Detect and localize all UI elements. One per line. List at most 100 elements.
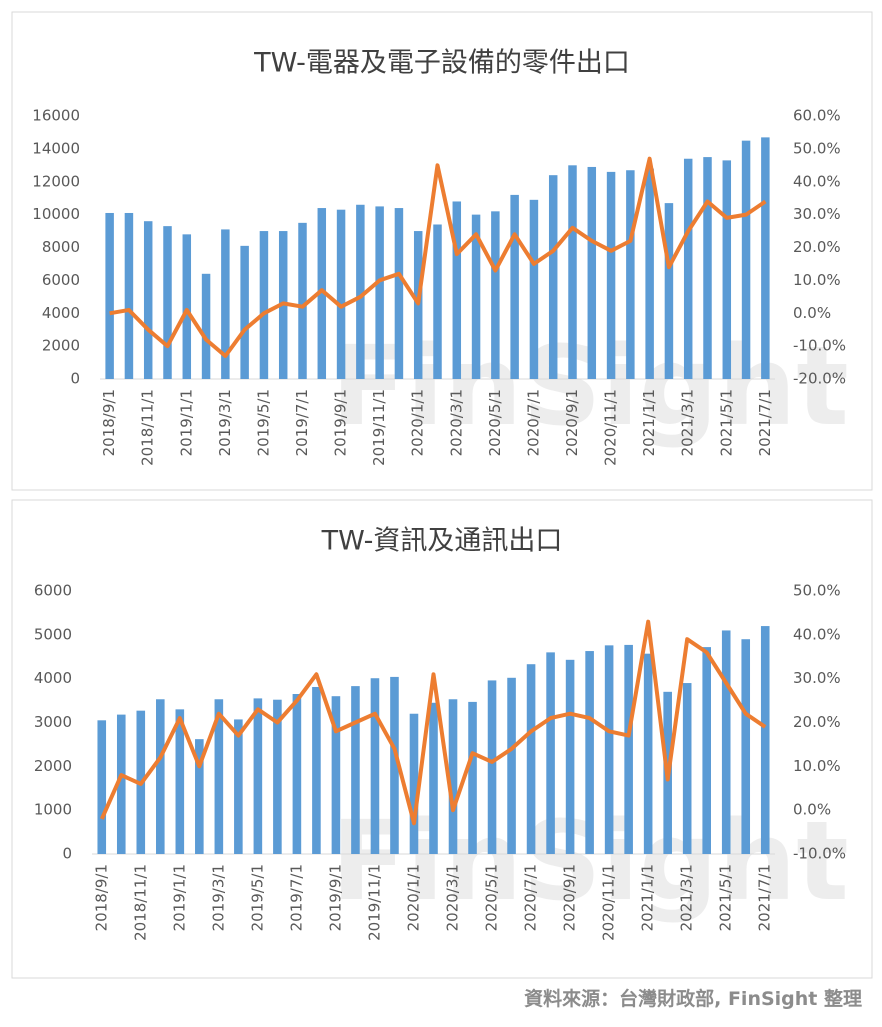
bar [143,221,153,379]
x-tick-label: 2019/5/1 [248,864,266,931]
y-tick-label: 10000 [32,205,80,223]
bar [201,273,211,379]
x-tick-label: 2020/5/1 [483,864,501,931]
y2-tick-label: 10.0% [793,757,841,775]
bar [336,209,346,379]
x-tick-label: 2020/9/1 [561,864,579,931]
y2-tick-label: 50.0% [793,139,841,157]
x-tick-label: 2018/9/1 [100,389,118,456]
bar [97,720,107,854]
bar [370,678,380,854]
bar [259,231,269,379]
x-tick-label: 2019/3/1 [209,864,227,931]
y2-tick-label: -10.0% [793,337,846,355]
line [99,619,767,826]
bar [741,140,751,379]
y2-tick-label: 30.0% [793,669,841,687]
y-tick-label: 2000 [34,757,72,775]
bar [317,208,327,379]
bar [507,677,516,854]
y-tick-label: 14000 [32,139,80,157]
y-tick-label: 2000 [42,337,80,355]
bar [214,699,224,854]
chart: FinSightTW-資訊及通訊出口0100020003000400050006… [34,526,849,941]
x-tick-label: 2020/3/1 [447,389,465,456]
x-tick-label: 2020/3/1 [444,864,462,931]
bar [568,165,577,379]
y-tick-label: 4000 [34,669,72,687]
bar [565,659,575,854]
bar [487,680,497,854]
source-note: 資料來源：台灣財政部, FinSight 整理 [524,987,862,1010]
bar [156,699,165,854]
bar [624,644,633,854]
bar [116,714,126,854]
y-tick-label: 6000 [42,271,80,289]
x-tick-label: 2020/1/1 [409,389,427,456]
x-tick-label: 2020/11/1 [600,864,618,941]
bar [390,676,399,854]
bar [606,171,616,379]
x-tick-label: 2021/5/1 [717,389,735,456]
bar [585,651,594,854]
x-tick-label: 2019/9/1 [332,389,350,456]
x-tick-label: 2021/1/1 [640,389,658,456]
bar [626,170,635,379]
y2-tick-label: 0.0% [793,304,831,322]
y-tick-label: 12000 [32,172,80,190]
bar [526,664,536,854]
bar [491,211,500,379]
bar [375,206,384,379]
bar [351,686,360,854]
x-tick-label: 2018/11/1 [131,864,149,941]
line [109,156,767,358]
x-tick-label: 2019/3/1 [216,389,234,456]
x-tick-label: 2019/1/1 [177,389,195,456]
bar [312,686,321,854]
y2-tick-label: 60.0% [793,107,841,125]
bar [721,630,731,854]
y-tick-label: 6000 [34,582,72,600]
bar [546,652,555,854]
bar [409,713,419,854]
bar [433,224,442,379]
bar [587,166,597,379]
bar [452,201,462,379]
x-tick-label: 2021/1/1 [639,864,657,931]
y2-tick-label: 40.0% [793,625,841,643]
y2-tick-label: -20.0% [793,370,846,388]
bar [240,245,249,379]
x-tick-label: 2020/5/1 [486,389,504,456]
y-tick-label: 4000 [42,304,80,322]
x-tick-label: 2021/7/1 [756,864,774,931]
y-tick-label: 0 [62,845,72,863]
y2-tick-label: 40.0% [793,172,841,190]
x-tick-label: 2019/5/1 [254,389,272,456]
bar [356,204,365,379]
bar [471,214,481,379]
bar [429,702,438,854]
bar [253,698,263,854]
bar [195,739,204,854]
bar [604,645,614,854]
bar [645,168,654,379]
bar [683,158,693,379]
x-tick-label: 2020/11/1 [602,389,620,466]
x-tick-label: 2019/11/1 [370,389,388,466]
y-tick-label: 16000 [32,107,80,125]
y-tick-label: 0 [70,370,80,388]
bar [105,212,114,379]
bar [702,647,711,854]
bar [448,699,458,854]
bar [163,226,172,379]
y2-tick-label: 20.0% [793,713,841,731]
chart-title: TW-電器及電子設備的零件出口 [253,48,630,79]
x-tick-label: 2019/9/1 [326,864,344,931]
y-tick-label: 3000 [34,713,72,731]
bar [529,199,539,379]
bar [760,626,770,854]
x-tick-label: 2020/7/1 [524,389,542,456]
bar [331,696,341,854]
y-tick-label: 8000 [42,238,80,256]
bar [703,157,712,379]
